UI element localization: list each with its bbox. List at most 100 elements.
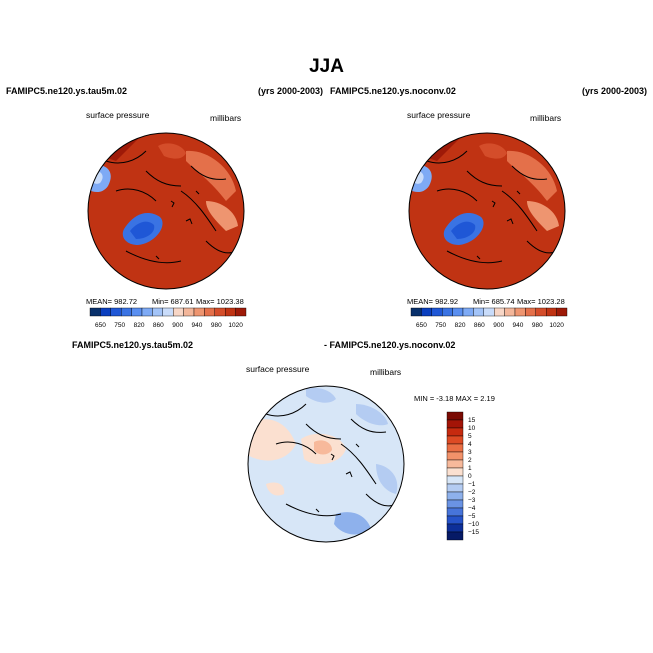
map-greenland-core [451, 221, 476, 239]
map-elevated-region [186, 150, 236, 201]
page-title: JJA [309, 56, 344, 77]
colorbar-swatch [446, 443, 464, 453]
map-negative-region [334, 512, 371, 535]
right-mean: MEAN= 982.92 [407, 297, 459, 306]
left-field-label: surface pressure [86, 110, 150, 120]
map-elevated-region [507, 150, 557, 201]
right-max: Max= 1023.28 [517, 297, 565, 306]
colorbar-swatch [446, 507, 464, 517]
colorbar-swatch [545, 307, 557, 317]
diff-field-label: surface pressure [246, 364, 310, 374]
map-coastlines [265, 403, 397, 517]
colorbar-swatch [446, 459, 464, 469]
map-boundary [408, 132, 566, 290]
right-units-label: millibars [530, 113, 562, 123]
colorbar-swatch [483, 307, 495, 317]
colorbar-tick-label: 900 [172, 322, 183, 329]
colorbar-swatch [110, 307, 122, 317]
colorbar-swatch [446, 515, 464, 525]
map-coastlines [426, 150, 558, 264]
colorbar-swatch [446, 483, 464, 493]
map-coastlines [155, 190, 200, 260]
right-polar-map [408, 132, 566, 290]
colorbar-tick-label: 10 [468, 425, 476, 432]
map-elevated-region [206, 201, 238, 231]
colorbar-tick-label: −10 [468, 521, 479, 528]
colorbar-tick-label: 980 [532, 322, 543, 329]
left-mean: MEAN= 982.72 [86, 297, 138, 306]
colorbar-tick-label: 860 [153, 322, 164, 329]
diff-case-b-label: - FAMIPC5.ne120.ys.noconv.02 [324, 340, 456, 350]
colorbar-swatch [446, 419, 464, 429]
colorbar-tick-label: 3 [468, 449, 472, 456]
colorbar-tick-label: 900 [493, 322, 504, 329]
colorbar-swatch [442, 307, 453, 317]
colorbar-tick-label: 0 [468, 473, 472, 480]
colorbar-swatch [421, 307, 432, 317]
colorbar-tick-label: 15 [468, 417, 476, 424]
right-field-label: surface pressure [407, 110, 471, 120]
colorbar-swatch [446, 411, 464, 421]
colorbar-swatch [204, 307, 216, 317]
colorbar-tick-label: −4 [468, 505, 476, 512]
colorbar-tick-label: −3 [468, 497, 476, 504]
colorbar-swatch [535, 307, 547, 317]
right-years-label: (yrs 2000-2003) [582, 86, 648, 96]
left-case-label: FAMIPC5.ne120.ys.tau5m.02 [6, 86, 128, 96]
right-case-label: FAMIPC5.ne120.ys.noconv.02 [330, 86, 456, 96]
colorbar-swatch [214, 307, 226, 317]
colorbar-tick-label: 940 [192, 322, 203, 329]
left-max: Max= 1023.38 [196, 297, 244, 306]
right-min: Min= 685.74 [473, 297, 515, 306]
colorbar-tick-label: 750 [435, 322, 446, 329]
colorbar-swatch [446, 499, 464, 509]
colorbar-swatch [446, 451, 464, 461]
colorbar-swatch [446, 475, 464, 485]
map-negative-region [376, 464, 398, 494]
colorbar-swatch [446, 427, 464, 437]
colorbar-tick-label: 1020 [549, 322, 564, 329]
map-elevated-region [527, 201, 559, 231]
left-polar-map [87, 132, 245, 290]
map-boundary [247, 385, 405, 543]
colorbar-tick-label: 650 [95, 322, 106, 329]
colorbar-swatch [446, 523, 464, 533]
colorbar-tick-label: 860 [474, 322, 485, 329]
colorbar-swatch [431, 307, 443, 317]
map-coastlines [315, 443, 360, 513]
colorbar-swatch [235, 307, 247, 317]
colorbar-tick-label: 1020 [228, 322, 243, 329]
map-greenland-core [130, 221, 155, 239]
map-negative-region [306, 387, 336, 403]
colorbar-tick-label: 650 [416, 322, 427, 329]
map-positive-core [314, 440, 332, 455]
colorbar-tick-label: 5 [468, 433, 472, 440]
colorbar-swatch [121, 307, 132, 317]
diff-units-label: millibars [370, 367, 402, 377]
colorbar-tick-label: 820 [455, 322, 466, 329]
colorbar-swatch [473, 307, 485, 317]
left-years-label: (yrs 2000-2003) [258, 86, 324, 96]
colorbar-tick-label: 940 [513, 322, 524, 329]
diff-polar-map [247, 385, 405, 543]
colorbar-tick-label: 980 [211, 322, 222, 329]
colorbar-tick-label: −2 [468, 489, 476, 496]
colorbar-swatch [493, 307, 505, 317]
colorbar-swatch [183, 307, 195, 317]
colorbar-swatch [224, 307, 236, 317]
colorbar-swatch [152, 307, 164, 317]
colorbar-swatch [410, 307, 422, 317]
map-positive-region [248, 419, 296, 461]
colorbar-swatch [462, 307, 474, 317]
map-negative-region [356, 404, 388, 426]
colorbar-swatch [446, 491, 464, 501]
map-elevated-region [158, 143, 186, 159]
colorbar-swatch [452, 307, 464, 317]
colorbar-swatch [89, 307, 101, 317]
colorbar-swatch [525, 307, 537, 317]
colorbar-swatch [446, 531, 464, 541]
left-colorbar: 650 750 820 860 900 940 980 1020 [89, 307, 247, 329]
colorbar-swatch [141, 307, 153, 317]
colorbar-tick-label: −15 [468, 529, 479, 536]
